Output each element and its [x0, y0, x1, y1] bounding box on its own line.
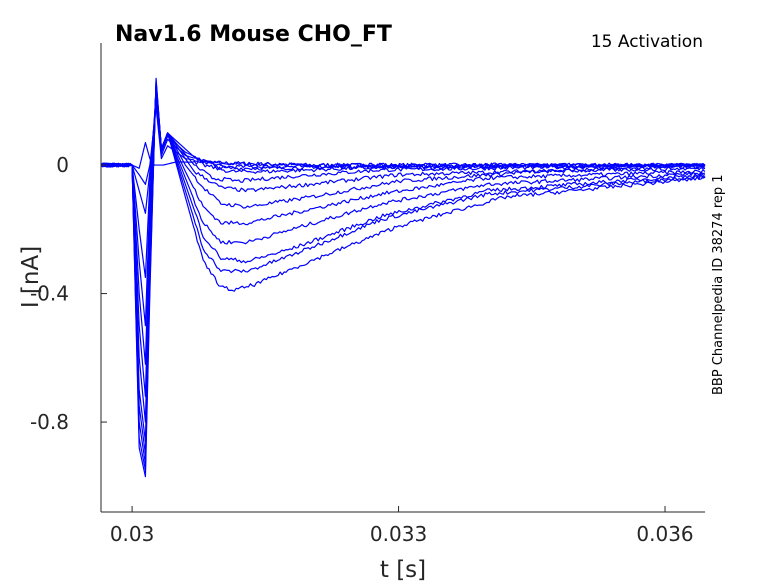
activation-label: 15 Activation — [591, 32, 703, 52]
series-group — [100, 77, 706, 478]
series-line-8 — [100, 84, 706, 423]
y-tick-label: 0 — [56, 153, 69, 177]
series-line-13 — [100, 77, 706, 478]
series-line-10 — [100, 84, 706, 455]
x-tick-label: 0.033 — [370, 522, 427, 546]
chart-title: Nav1.6 Mouse CHO_FT — [115, 22, 392, 47]
x-tick-label: 0.036 — [636, 522, 693, 546]
series-line-5 — [100, 90, 706, 327]
channelpedia-id-label: BBP Channelpedia ID 38274 rep 1 — [711, 174, 726, 395]
y-tick-label: -0.8 — [30, 410, 69, 434]
series-line-12 — [100, 80, 706, 471]
x-tick-label: 0.03 — [110, 522, 155, 546]
x-axis-title: t [s] — [380, 557, 426, 583]
y-ticks: 0 -0.4 -0.8 — [30, 153, 107, 434]
y-tick-label: -0.4 — [30, 282, 69, 306]
series-line-6 — [100, 87, 706, 365]
series-line-9 — [100, 84, 706, 442]
y-axis-title: I [nA] — [18, 246, 44, 308]
plot-area: 0.03 0.033 0.036 0 -0.4 -0.8 — [30, 43, 706, 546]
series-line-11 — [100, 80, 706, 465]
x-ticks: 0.03 0.033 0.036 — [110, 506, 694, 546]
